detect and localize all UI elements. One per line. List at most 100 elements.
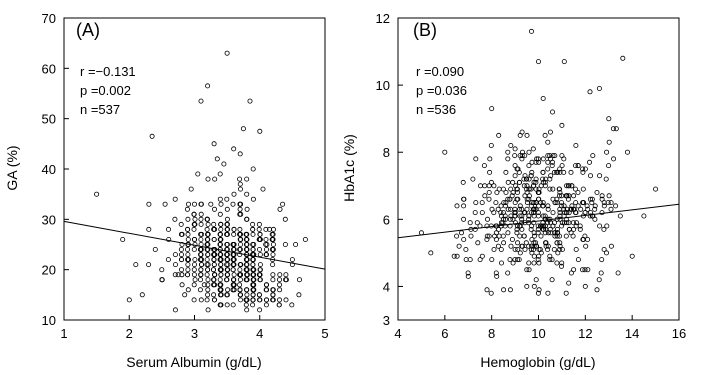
panel-b-data-point bbox=[462, 237, 466, 241]
panel-b-data-point bbox=[642, 214, 646, 218]
panel-a-data-point bbox=[173, 253, 177, 257]
panel-b-data-point bbox=[580, 268, 584, 272]
panel-b-data-point bbox=[488, 157, 492, 161]
panel-b-data-point bbox=[509, 244, 513, 248]
panel-a-data-point bbox=[173, 308, 177, 312]
panel-b-data-point bbox=[609, 244, 613, 248]
panel-a-data-point bbox=[244, 303, 248, 307]
panel-a-data-point bbox=[193, 217, 197, 221]
panel-a-data-point bbox=[251, 197, 255, 201]
panel-a-data-point bbox=[192, 202, 196, 206]
panel-a-data-point bbox=[277, 298, 281, 302]
panel-a-data-point bbox=[257, 293, 261, 297]
panel-b-data-point bbox=[494, 201, 498, 205]
panel-b-data-point bbox=[527, 244, 531, 248]
panel-a-data-point bbox=[179, 268, 183, 272]
panel-a-data-point bbox=[283, 242, 287, 246]
panel-b-data-point bbox=[581, 187, 585, 191]
panel-b-data-point bbox=[485, 217, 489, 221]
panel-a-data-point bbox=[231, 268, 235, 272]
panel-b-data-point bbox=[489, 291, 493, 295]
panel-a-data-point bbox=[186, 288, 190, 292]
panel-b-data-point bbox=[459, 231, 463, 235]
panel-b-data-point bbox=[539, 184, 543, 188]
panel-a-y-tick-label: 40 bbox=[42, 162, 56, 177]
panel-a-data-point bbox=[245, 177, 249, 181]
panel-a-data-point bbox=[271, 263, 275, 267]
panel-a-data-point bbox=[225, 273, 229, 277]
panel-b-data-point bbox=[506, 150, 510, 154]
panel-a-data-point bbox=[232, 147, 236, 151]
panel-b-data-point bbox=[508, 258, 512, 262]
panel-a-data-point bbox=[199, 298, 203, 302]
panel-a-data-point bbox=[212, 263, 216, 267]
panel-a-x-tick-label: 4 bbox=[256, 326, 263, 341]
panel-b-data-point bbox=[527, 177, 531, 181]
panel-b-data-point bbox=[483, 184, 487, 188]
panel-a-data-point bbox=[251, 167, 255, 171]
panel-a-data-point bbox=[186, 232, 190, 236]
panel-b-data-point bbox=[502, 288, 506, 292]
panel-b-data-point bbox=[550, 110, 554, 114]
panel-a-y-tick-label: 60 bbox=[42, 61, 56, 76]
panel-a-scatter-plot: (A) r =−0.131 p =0.002 n =537 Serum Albu… bbox=[4, 11, 329, 370]
panel-a-data-point bbox=[219, 273, 223, 277]
panel-a-data-point bbox=[278, 207, 282, 211]
panel-b-data-point bbox=[541, 157, 545, 161]
panel-b-data-point bbox=[492, 247, 496, 251]
panel-a-data-point bbox=[290, 258, 294, 262]
panel-a-data-point bbox=[166, 258, 170, 262]
panel-a-data-point bbox=[232, 232, 236, 236]
panel-a-data-point bbox=[264, 303, 268, 307]
panel-b-data-point bbox=[455, 254, 459, 258]
panel-b-data-point bbox=[490, 258, 494, 262]
panel-b-data-point bbox=[517, 180, 521, 184]
panel-b-data-point bbox=[490, 107, 494, 111]
panel-a-data-point bbox=[232, 227, 236, 231]
panel-a-data-point bbox=[222, 162, 226, 166]
panel-a-data-point bbox=[173, 217, 177, 221]
panel-a-data-point bbox=[213, 273, 217, 277]
panel-a-data-point bbox=[261, 187, 265, 191]
panel-a-data-point bbox=[147, 202, 151, 206]
panel-a-data-point bbox=[173, 263, 177, 267]
panel-b-data-point bbox=[464, 247, 468, 251]
panel-a-data-point bbox=[150, 134, 154, 138]
panel-b-data-point bbox=[457, 244, 461, 248]
panel-b-data-point bbox=[480, 201, 484, 205]
panel-b-data-point bbox=[541, 96, 545, 100]
panel-b-data-point bbox=[497, 133, 501, 137]
panel-a-data-point bbox=[251, 263, 255, 267]
panel-b-data-point bbox=[562, 60, 566, 64]
panel-a-data-point bbox=[147, 263, 151, 267]
panel-a-data-point bbox=[199, 237, 203, 241]
panel-b-data-point bbox=[586, 237, 590, 241]
panel-b-data-point bbox=[595, 288, 599, 292]
panel-a-data-point bbox=[219, 202, 223, 206]
panel-b-data-point bbox=[476, 241, 480, 245]
panel-a-data-point bbox=[245, 207, 249, 211]
panel-a-data-point bbox=[206, 308, 210, 312]
panel-b-data-point bbox=[598, 174, 602, 178]
panel-a-x-tick-label: 2 bbox=[126, 326, 133, 341]
panel-b-data-point bbox=[576, 258, 580, 262]
panel-b-data-point bbox=[564, 291, 568, 295]
panel-b-data-point bbox=[607, 140, 611, 144]
panel-a-data-point bbox=[225, 197, 229, 201]
panel-b-data-point bbox=[478, 258, 482, 262]
panel-a-data-point bbox=[196, 172, 200, 176]
panel-a-data-point bbox=[238, 182, 242, 186]
panel-a-data-point bbox=[186, 263, 190, 267]
panel-a-data-point bbox=[205, 298, 209, 302]
panel-b-data-point bbox=[567, 281, 571, 285]
panel-b-data-point bbox=[462, 204, 466, 208]
panel-a-data-point bbox=[241, 127, 245, 131]
panel-b-data-point bbox=[468, 258, 472, 262]
panel-b-data-point bbox=[455, 234, 459, 238]
panel-b-data-point bbox=[607, 194, 611, 198]
panel-b-x-tick-label: 8 bbox=[488, 326, 495, 341]
panel-b-data-point bbox=[506, 271, 510, 275]
panel-b-data-point bbox=[606, 201, 610, 205]
panel-a-data-point bbox=[180, 258, 184, 262]
panel-a-stat-n: n =537 bbox=[80, 102, 120, 117]
